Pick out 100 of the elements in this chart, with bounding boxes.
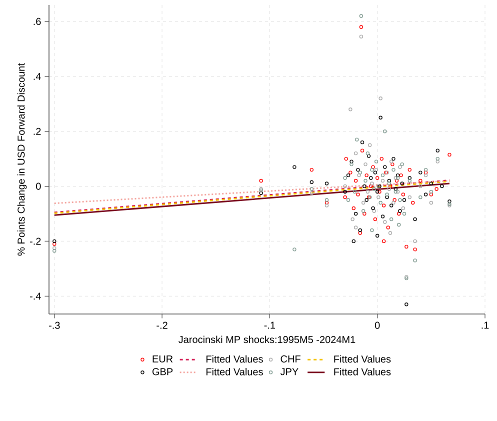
y-tick-label: .6 <box>34 18 41 26</box>
point <box>397 212 401 216</box>
point <box>369 176 373 180</box>
point <box>310 168 314 172</box>
point <box>343 195 347 200</box>
point <box>374 160 378 164</box>
point <box>429 192 434 196</box>
point <box>356 168 360 172</box>
legend-label: JPY <box>280 368 298 376</box>
point <box>387 182 392 186</box>
point <box>401 192 406 196</box>
point <box>392 200 396 205</box>
point <box>413 239 417 244</box>
point <box>402 212 406 216</box>
point <box>404 302 408 306</box>
point <box>396 176 400 180</box>
point <box>394 176 398 180</box>
point <box>324 198 329 202</box>
point <box>348 108 352 112</box>
point <box>398 209 402 213</box>
point <box>388 184 392 188</box>
point <box>397 222 401 227</box>
point <box>389 160 394 164</box>
point <box>413 217 417 222</box>
point <box>350 160 354 164</box>
legend-label: Fitted Values <box>206 368 263 376</box>
point <box>387 187 392 191</box>
point <box>364 173 368 178</box>
point <box>448 152 452 157</box>
point <box>394 187 398 191</box>
point <box>382 239 386 244</box>
point <box>350 162 354 166</box>
point <box>373 170 378 174</box>
point <box>413 248 417 252</box>
point <box>436 156 440 161</box>
point <box>360 140 364 144</box>
point <box>436 148 440 152</box>
point <box>413 258 417 262</box>
x-axis-title: Jarocinski MP shocks:1995M5 -2024M1 <box>178 336 356 344</box>
point <box>310 187 314 191</box>
point <box>364 198 368 202</box>
point <box>346 198 350 202</box>
point <box>380 178 385 183</box>
point <box>370 182 374 186</box>
point <box>362 212 366 216</box>
point <box>52 248 56 253</box>
point <box>310 180 314 184</box>
point <box>392 198 396 202</box>
point <box>373 217 378 222</box>
point <box>354 178 358 183</box>
point <box>429 200 434 205</box>
point <box>357 173 361 178</box>
point <box>429 190 434 194</box>
point <box>52 239 56 244</box>
point <box>418 184 422 188</box>
point <box>310 191 314 195</box>
point <box>348 170 352 174</box>
point <box>359 34 364 38</box>
point <box>364 162 368 166</box>
point <box>448 200 452 204</box>
point <box>424 168 428 172</box>
x-tick-label: 0 <box>374 322 380 329</box>
point <box>392 168 396 172</box>
point <box>396 173 400 178</box>
point <box>378 96 382 100</box>
point <box>385 192 389 196</box>
point <box>343 190 347 194</box>
point <box>387 178 392 183</box>
point <box>372 187 376 191</box>
point <box>385 195 389 200</box>
point <box>389 217 394 222</box>
point <box>394 190 398 194</box>
point <box>354 226 358 230</box>
point <box>52 242 56 246</box>
point <box>376 176 380 180</box>
point <box>418 195 422 200</box>
y-tick-label: -.4 <box>30 292 41 300</box>
y-tick-label: .2 <box>34 128 41 135</box>
point <box>399 173 403 178</box>
legend-label: CHF <box>280 355 300 362</box>
y-tick-label: 0 <box>36 182 41 190</box>
point <box>418 170 422 174</box>
point <box>292 248 296 252</box>
point <box>434 187 438 191</box>
point <box>386 226 390 230</box>
point <box>370 168 374 172</box>
point <box>390 162 394 166</box>
point <box>383 165 387 169</box>
point <box>360 148 364 152</box>
x-tick-label: -.3 <box>48 322 60 329</box>
point <box>436 160 440 164</box>
point <box>343 184 347 188</box>
point <box>380 173 385 178</box>
point <box>356 192 360 196</box>
point <box>359 25 364 29</box>
point <box>418 178 422 183</box>
point <box>383 129 387 134</box>
point <box>408 176 412 180</box>
point <box>52 246 56 250</box>
point <box>259 178 263 183</box>
